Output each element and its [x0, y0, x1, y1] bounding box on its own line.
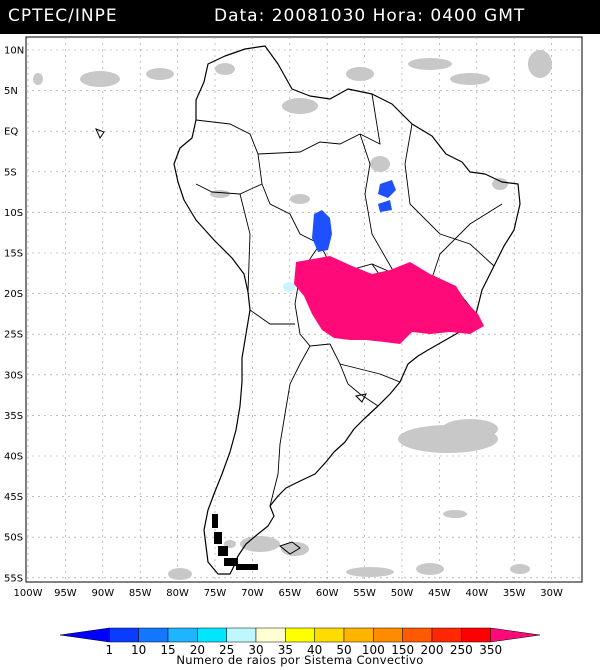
lon-label: 80W: [166, 588, 189, 599]
legend-swatch: [167, 627, 198, 643]
lon-label: 45W: [428, 588, 451, 599]
legend-swatch: [314, 627, 345, 643]
lightning-cluster-cyan: [283, 282, 295, 292]
lon-label: 65W: [278, 588, 301, 599]
legend-swatch: [138, 627, 169, 643]
lon-label: 60W: [316, 588, 339, 599]
lon-label: 35W: [503, 588, 526, 599]
lon-label: 30W: [540, 588, 563, 599]
lat-label: 15S: [4, 249, 23, 260]
legend-tick-label: 20: [190, 643, 205, 657]
legend-tick-labels: 1 10 15 20 25 30 35 40 50 100 150 200 250 350: [106, 643, 503, 657]
date-time-title: Data: 20081030 Hora: 0400 GMT: [214, 6, 526, 26]
lat-label: 55S: [4, 573, 23, 584]
legend-swatch: [59, 627, 110, 643]
legend-tick-label: 40: [307, 643, 322, 657]
lon-label: 70W: [241, 588, 264, 599]
legend-tick-label: 200: [421, 643, 444, 657]
lon-label: 55W: [353, 588, 376, 599]
legend-tick-label: 150: [391, 643, 414, 657]
lat-label: 10N: [4, 46, 24, 57]
lon-label: 85W: [129, 588, 152, 599]
lat-label: 20S: [4, 289, 23, 300]
islands: [95, 128, 367, 555]
legend-tick-label: 50: [336, 643, 351, 657]
lat-label: 40S: [4, 452, 23, 463]
lat-label: 30S: [4, 370, 23, 381]
lat-label: 50S: [4, 533, 23, 544]
legend-swatch: [226, 627, 257, 643]
map-frame: [25, 36, 583, 583]
legend-swatch: [461, 627, 491, 643]
legend-swatch: [109, 627, 139, 643]
agency-title: CPTEC/INPE: [8, 6, 118, 26]
lat-label: 25S: [4, 330, 23, 341]
legend-swatch: [431, 627, 462, 643]
lat-label: 45S: [4, 492, 23, 503]
legend-tick-label: 1: [106, 643, 114, 657]
legend-swatch: [490, 627, 541, 643]
lon-label: 90W: [91, 588, 114, 599]
legend-tick-label: 100: [362, 643, 385, 657]
legend-tick-label: 35: [278, 643, 293, 657]
legend-caption: Numero de raios por Sistema Convectivo: [176, 653, 423, 667]
header-bar: CPTEC/INPE Data: 20081030 Hora: 0400 GMT: [0, 0, 600, 34]
lat-label: 35S: [4, 411, 23, 422]
lat-label: EQ: [4, 127, 18, 138]
lon-label: 100W: [14, 588, 43, 599]
lon-label: 95W: [54, 588, 77, 599]
legend-swatch: [197, 627, 227, 643]
lat-label: 10S: [4, 208, 23, 219]
lon-label: 50W: [391, 588, 414, 599]
legend-swatch: [343, 627, 374, 643]
cloud-cover-layer: [33, 50, 552, 580]
lightning-cluster-magenta: [294, 256, 484, 344]
legend-tick-label: 250: [450, 643, 473, 657]
legend-swatch: [255, 627, 286, 643]
legend-swatch: [285, 627, 315, 643]
lat-label: 5N: [4, 86, 18, 97]
lon-label: 40W: [465, 588, 488, 599]
lightning-cluster-blue: [312, 180, 396, 252]
color-legend: 1 10 15 20 25 30 35 40 50 100 150 200 250 350 Numero …: [59, 627, 541, 667]
legend-swatch: [402, 627, 433, 643]
legend-tick-label: 350: [479, 643, 502, 657]
legend-swatch: [373, 627, 403, 643]
legend-tick-label: 30: [248, 643, 263, 657]
legend-tick-label: 15: [160, 643, 175, 657]
legend-tick-label: 25: [219, 643, 234, 657]
lon-label: 75W: [204, 588, 227, 599]
lightning-map: 10N 5N EQ 5S 10S 15S 20S 25S 30S 35S 40S 45S 50S 55S 1…: [4, 36, 583, 599]
legend-color-bar: [59, 627, 541, 643]
lat-label: 5S: [4, 167, 17, 178]
chile-fjords: [212, 514, 258, 570]
lat-lon-grid: 10N 5N EQ 5S 10S 15S 20S 25S 30S 35S 40S 45S 50S 55S 1…: [4, 37, 582, 599]
legend-tick-label: 10: [131, 643, 146, 657]
